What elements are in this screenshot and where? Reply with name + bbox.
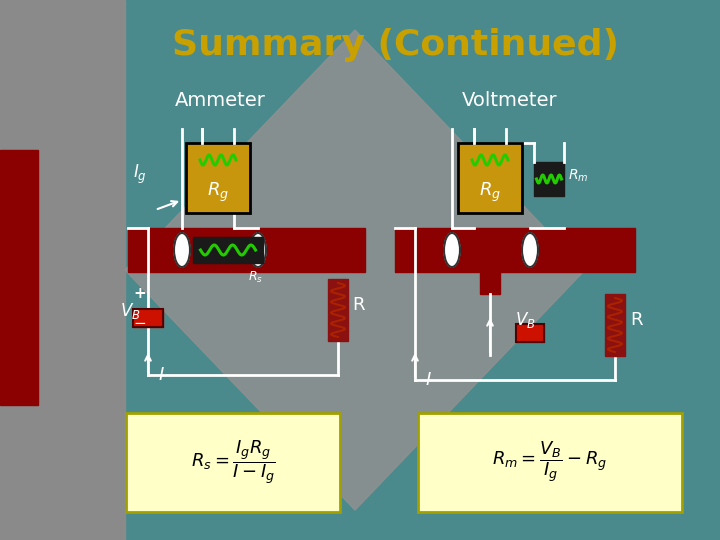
FancyBboxPatch shape (418, 413, 682, 512)
Ellipse shape (174, 233, 190, 267)
Bar (186, 143, 250, 213)
Bar (186, 143, 250, 213)
Text: +: + (133, 286, 145, 301)
Bar (516, 324, 544, 342)
Text: Summary (Continued): Summary (Continued) (171, 28, 618, 62)
Bar (128, 228, 365, 272)
Text: $I$: $I$ (158, 366, 165, 384)
Text: $-$: $-$ (133, 314, 146, 329)
Bar (133, 309, 163, 327)
Text: R: R (630, 311, 642, 329)
Bar (534, 162, 564, 196)
Text: $R_g$: $R_g$ (207, 180, 229, 204)
Text: R: R (352, 296, 364, 314)
Bar (395, 228, 635, 272)
Polygon shape (125, 30, 585, 510)
Bar (193, 237, 263, 263)
Text: $R_m$: $R_m$ (568, 168, 588, 184)
Ellipse shape (522, 233, 538, 267)
Bar (0, 150, 38, 405)
Bar (0, 0, 125, 540)
Text: $R_g$: $R_g$ (479, 180, 501, 204)
Text: $R_s = \dfrac{I_g R_g}{I - I_g}$: $R_s = \dfrac{I_g R_g}{I - I_g}$ (191, 438, 276, 486)
Ellipse shape (444, 233, 460, 267)
Text: $V_B$: $V_B$ (515, 310, 536, 330)
Text: $R_s$: $R_s$ (248, 270, 263, 285)
Text: $I$: $I$ (425, 371, 432, 389)
Bar (458, 143, 522, 213)
Ellipse shape (250, 233, 266, 267)
Bar (605, 294, 625, 356)
Bar (133, 309, 163, 327)
Bar (516, 324, 544, 342)
Text: $I_g$: $I_g$ (133, 163, 147, 186)
Text: Ammeter: Ammeter (174, 91, 266, 110)
Text: $V_B$: $V_B$ (120, 301, 140, 321)
Text: $R_m = \dfrac{V_B}{I_g} - R_g$: $R_m = \dfrac{V_B}{I_g} - R_g$ (492, 440, 608, 484)
FancyBboxPatch shape (126, 413, 340, 512)
Text: Voltmeter: Voltmeter (462, 91, 558, 110)
Bar (458, 143, 522, 213)
Bar (328, 279, 348, 341)
Bar (480, 272, 500, 294)
